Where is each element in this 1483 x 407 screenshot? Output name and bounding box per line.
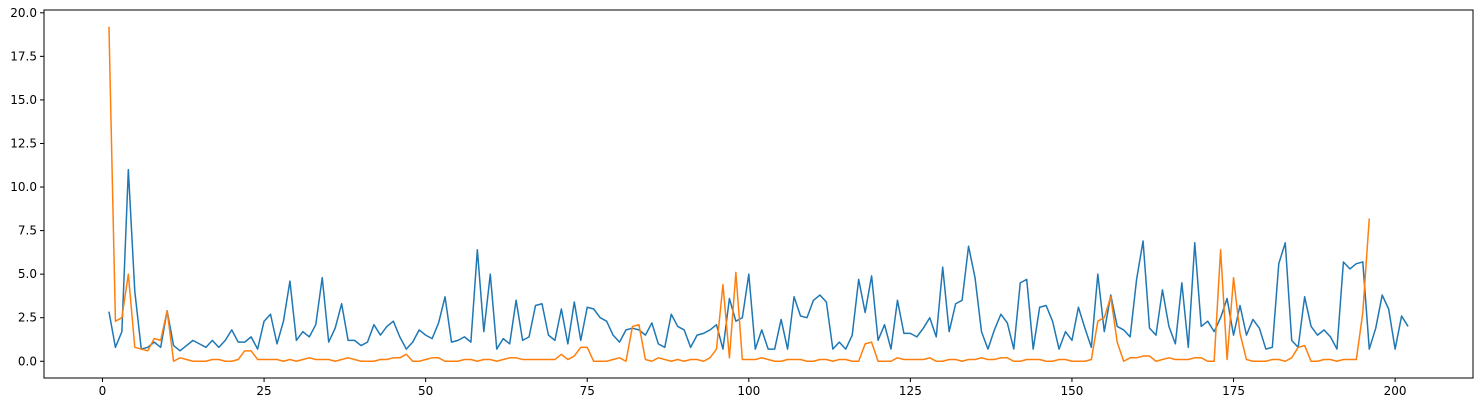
x-tick-label: 0 xyxy=(99,384,107,398)
y-tick-label: 7.5 xyxy=(18,224,37,238)
x-tick-label: 125 xyxy=(899,384,922,398)
y-tick-label: 15.0 xyxy=(10,93,37,107)
y-tick-label: 5.0 xyxy=(18,267,37,281)
x-tick-label: 75 xyxy=(580,384,595,398)
y-tick-label: 10.0 xyxy=(10,180,37,194)
y-tick-label: 0.0 xyxy=(18,354,37,368)
data-line xyxy=(108,26,1371,363)
x-tick-label: 25 xyxy=(256,384,271,398)
plot-frame xyxy=(43,9,1474,379)
x-tick-label: 200 xyxy=(1384,384,1407,398)
y-tick-label: 17.5 xyxy=(10,49,37,63)
y-tick-label: 2.5 xyxy=(18,311,37,325)
y-tick-label: 12.5 xyxy=(10,136,37,150)
x-tick-label: 100 xyxy=(737,384,760,398)
x-tick-label: 175 xyxy=(1222,384,1245,398)
x-tick-label: 150 xyxy=(1061,384,1084,398)
x-tick-label: 50 xyxy=(418,384,433,398)
y-tick-label: 20.0 xyxy=(10,6,37,20)
data-line xyxy=(108,168,1409,352)
